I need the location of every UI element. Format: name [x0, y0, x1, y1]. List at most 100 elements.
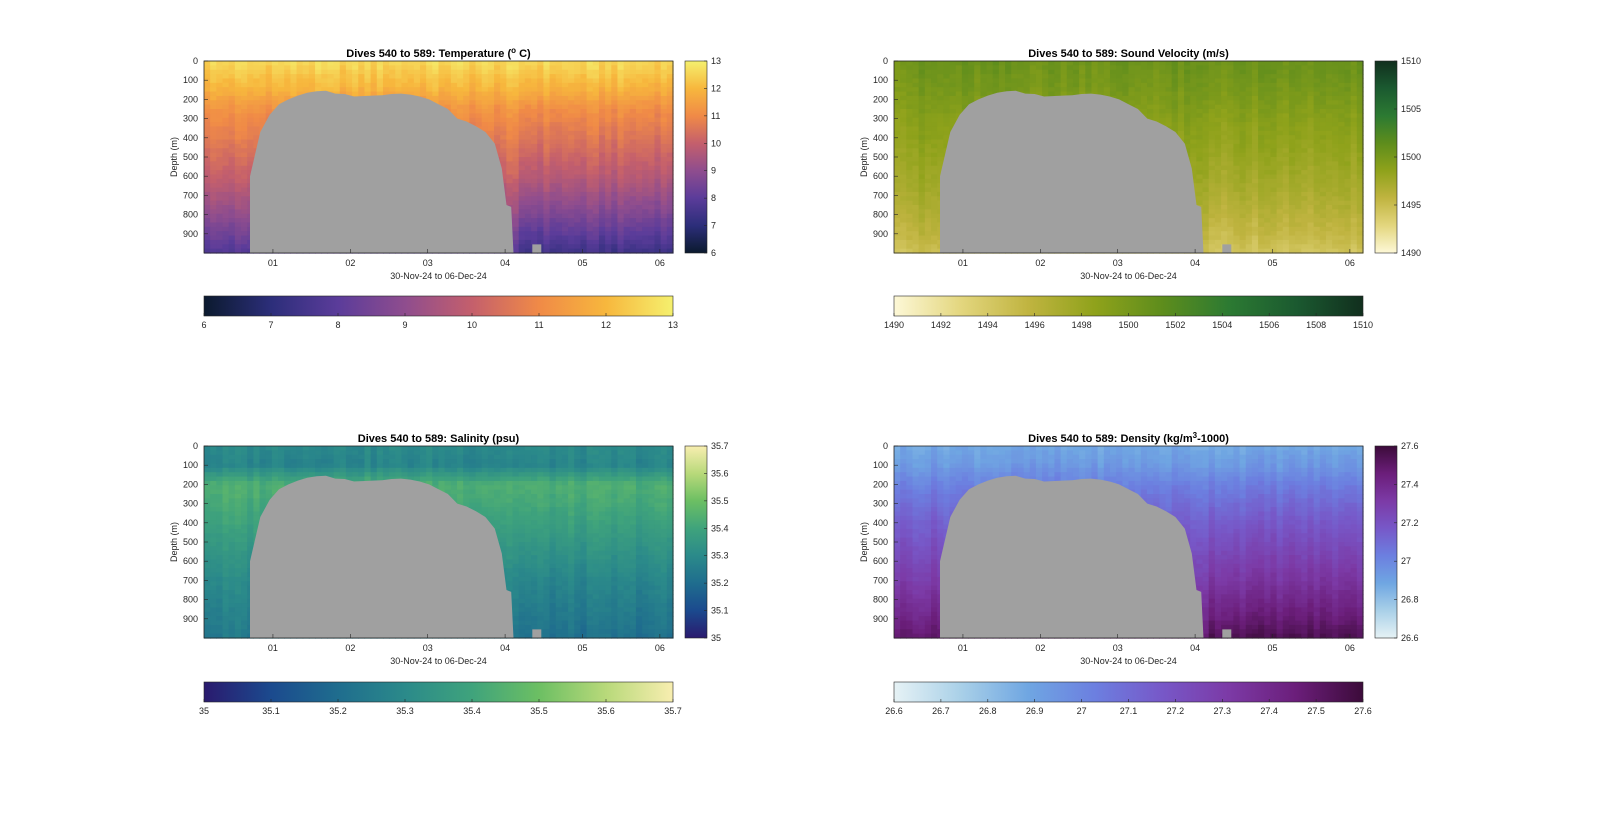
heatmap-cell	[906, 205, 914, 210]
heatmap-cell	[450, 100, 458, 106]
heatmap-cell	[654, 161, 662, 167]
heatmap-cell	[555, 244, 563, 250]
heatmap-cell	[629, 205, 637, 210]
heatmap-cell	[549, 165, 557, 171]
heatmap-cell	[241, 78, 248, 84]
heatmap-cell	[629, 78, 637, 84]
heatmap-cell	[481, 61, 489, 66]
heatmap-cell	[1048, 78, 1056, 84]
heatmap-cell	[253, 100, 261, 106]
heatmap-cell	[635, 191, 643, 197]
heatmap-cell	[611, 226, 619, 232]
heatmap-cell	[543, 157, 551, 162]
heatmap-cell	[228, 205, 236, 210]
heatmap-cell	[271, 104, 279, 110]
heatmap-cell	[228, 69, 236, 75]
heatmap-cell	[463, 104, 470, 110]
heatmap-cell	[247, 122, 254, 128]
heatmap-cell	[253, 82, 261, 88]
heatmap-cell	[623, 135, 631, 141]
heatmap-cell	[518, 196, 526, 202]
heatmap-cell	[401, 69, 409, 75]
heatmap-cell	[494, 130, 501, 136]
heatmap-cell	[512, 126, 520, 132]
heatmap-cell	[943, 82, 951, 88]
heatmap-cell	[524, 196, 532, 202]
heatmap-cell	[598, 104, 606, 110]
heatmap-cell	[469, 104, 477, 110]
heatmap-cell	[635, 222, 643, 228]
heatmap-cell	[574, 126, 582, 132]
heatmap-cell	[555, 218, 563, 224]
heatmap-cell	[900, 178, 907, 184]
heatmap-cell	[210, 170, 217, 176]
heatmap-cell	[629, 231, 637, 237]
heatmap-cell	[660, 139, 668, 145]
heatmap-cell	[654, 152, 662, 158]
heatmap-cell	[666, 78, 674, 84]
heatmap-cell	[555, 87, 563, 93]
heatmap-cell	[555, 69, 563, 75]
heatmap-cell	[912, 100, 920, 106]
heatmap-cell	[561, 122, 569, 128]
heatmap-cell	[253, 143, 261, 149]
heatmap-cell	[1060, 78, 1068, 84]
heatmap-cell	[635, 235, 643, 241]
heatmap-cell	[992, 87, 1000, 93]
heatmap-cell	[906, 126, 914, 132]
heatmap-cell	[265, 69, 273, 75]
heatmap-cell	[228, 65, 236, 71]
heatmap-cell	[555, 191, 563, 197]
heatmap-cell	[912, 113, 920, 119]
heatmap-cell	[210, 135, 217, 141]
heatmap-cell	[623, 139, 631, 145]
heatmap-cell	[271, 82, 279, 88]
heatmap-cell	[611, 205, 619, 210]
heatmap-cell	[586, 74, 594, 80]
heatmap-cell	[998, 74, 1006, 80]
heatmap-cell	[617, 69, 625, 75]
heatmap-cell	[961, 87, 969, 93]
heatmap-cell	[666, 104, 674, 110]
heatmap-cell	[278, 61, 285, 66]
heatmap-cell	[580, 226, 588, 232]
heatmap-cell	[222, 187, 230, 193]
heatmap-cell	[568, 65, 575, 71]
heatmap-cell	[216, 152, 224, 158]
heatmap-cell	[555, 161, 563, 167]
heatmap-cell	[900, 170, 907, 176]
heatmap-cell	[623, 122, 631, 128]
heatmap-cell	[918, 113, 926, 119]
heatmap-cell	[524, 183, 532, 189]
heatmap-cell	[265, 109, 273, 114]
heatmap-cell	[648, 117, 656, 123]
heatmap-cell	[592, 61, 600, 66]
heatmap-cell	[432, 87, 440, 93]
heatmap-cell	[228, 117, 236, 123]
heatmap-cell	[1060, 69, 1068, 75]
heatmap-cell	[321, 78, 329, 84]
heatmap-cell	[222, 205, 230, 210]
heatmap-cell	[222, 130, 230, 136]
heatmap-cell	[1072, 65, 1080, 71]
heatmap-cell	[580, 91, 588, 97]
heatmap-cell	[574, 109, 582, 114]
heatmap-cell	[500, 170, 507, 176]
heatmap-cell	[518, 143, 526, 149]
heatmap-cell	[1048, 65, 1056, 71]
heatmap-cell	[1103, 61, 1111, 66]
heatmap-cell	[444, 78, 452, 84]
heatmap-cell	[1085, 65, 1093, 71]
heatmap-cell	[980, 61, 988, 66]
heatmap-cell	[549, 200, 557, 206]
heatmap-cell	[241, 74, 248, 80]
heatmap-cell	[642, 239, 649, 245]
heatmap-cell	[586, 126, 594, 132]
heatmap-cell	[654, 222, 662, 228]
heatmap-cell	[487, 69, 495, 75]
heatmap-cell	[524, 100, 532, 106]
heatmap-cell	[234, 82, 242, 88]
heatmap-cell	[611, 209, 619, 215]
heatmap-cell	[894, 82, 901, 88]
heatmap-cell	[992, 61, 1000, 66]
